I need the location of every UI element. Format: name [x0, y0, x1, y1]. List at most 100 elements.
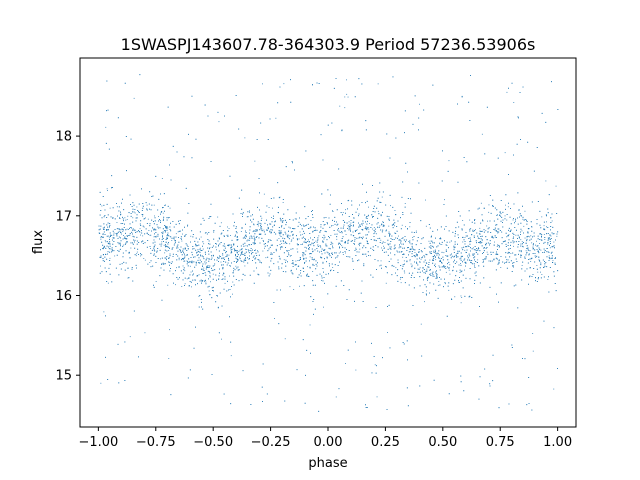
data-point	[109, 273, 111, 275]
data-point	[457, 256, 459, 258]
data-point	[165, 239, 167, 240]
data-point	[512, 240, 514, 242]
data-point	[525, 250, 527, 252]
data-point	[235, 234, 236, 236]
data-point	[539, 259, 540, 261]
data-point	[108, 267, 110, 269]
data-point	[164, 257, 166, 259]
data-point	[105, 126, 107, 128]
data-point	[184, 257, 186, 259]
data-point	[553, 233, 555, 235]
data-point	[99, 228, 101, 230]
data-point	[449, 241, 451, 243]
data-point	[203, 270, 205, 271]
data-point	[439, 238, 441, 240]
data-point	[344, 96, 346, 98]
data-point	[187, 224, 189, 226]
data-point	[490, 232, 492, 233]
data-point	[106, 110, 107, 112]
data-point	[498, 246, 500, 248]
data-point	[490, 212, 492, 214]
data-point	[118, 228, 120, 229]
data-point	[234, 249, 236, 251]
data-point	[203, 243, 205, 245]
data-point	[547, 237, 549, 239]
data-point	[511, 271, 513, 272]
data-point	[303, 267, 304, 269]
data-point	[226, 234, 228, 236]
data-point	[532, 248, 534, 249]
data-point	[285, 265, 287, 267]
data-point	[375, 245, 377, 246]
data-point	[130, 215, 132, 217]
data-point	[324, 236, 326, 238]
data-point	[272, 207, 273, 209]
data-point	[328, 247, 330, 249]
data-point	[326, 222, 328, 224]
data-point	[436, 246, 438, 248]
data-point	[367, 227, 369, 228]
data-point	[123, 229, 124, 231]
data-point	[496, 253, 498, 255]
data-point	[433, 283, 435, 285]
data-point	[447, 266, 448, 268]
data-point	[333, 87, 335, 89]
data-point	[173, 226, 175, 228]
data-point	[350, 240, 352, 242]
data-point	[102, 227, 104, 229]
data-point	[307, 275, 309, 277]
data-point	[347, 96, 349, 98]
data-point	[348, 221, 350, 223]
data-point	[210, 281, 211, 283]
data-point	[227, 234, 229, 236]
data-point	[261, 230, 263, 232]
data-point	[209, 247, 211, 249]
data-point	[552, 260, 554, 262]
data-point	[431, 240, 433, 242]
data-point	[196, 252, 197, 254]
data-point	[162, 228, 164, 230]
data-point	[148, 203, 150, 205]
data-point	[124, 223, 125, 225]
data-point	[243, 245, 245, 247]
data-point	[213, 231, 215, 233]
data-point	[216, 279, 217, 281]
data-point	[478, 248, 480, 249]
data-point	[231, 246, 232, 248]
data-point	[496, 246, 498, 247]
data-point	[224, 249, 226, 251]
data-point	[404, 132, 405, 134]
data-point	[401, 243, 403, 245]
data-point	[124, 269, 126, 271]
data-point	[182, 265, 184, 267]
data-point	[159, 227, 161, 229]
data-point	[543, 234, 545, 235]
data-point	[304, 240, 306, 242]
data-point	[209, 272, 211, 274]
data-point	[332, 254, 333, 255]
data-point	[241, 250, 243, 252]
data-point	[224, 245, 226, 247]
data-point	[306, 224, 307, 226]
data-point	[346, 93, 348, 95]
data-point	[508, 261, 510, 263]
data-point	[205, 274, 207, 276]
data-point	[495, 230, 497, 232]
data-point	[182, 250, 184, 252]
data-point	[251, 236, 253, 238]
data-point	[289, 286, 291, 288]
data-point	[189, 281, 191, 282]
data-point	[433, 379, 435, 381]
data-point	[225, 256, 227, 258]
data-point	[238, 280, 240, 282]
data-point	[400, 228, 402, 230]
data-point	[321, 280, 322, 281]
data-point	[162, 212, 164, 214]
data-point	[432, 84, 434, 86]
data-point	[239, 249, 241, 251]
data-point	[554, 283, 556, 284]
data-point	[111, 251, 112, 253]
data-point	[109, 241, 111, 243]
data-point	[166, 256, 168, 257]
data-point	[109, 243, 111, 245]
